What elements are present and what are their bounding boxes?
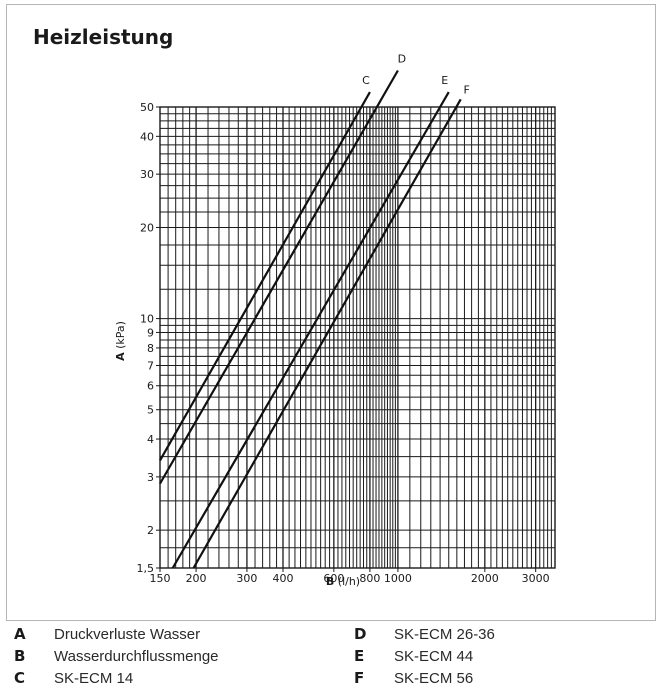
x-tick-label: 2000 — [471, 572, 499, 585]
series-line-f — [192, 98, 462, 569]
legend-key: D — [354, 625, 367, 643]
x-tick-label: 600 — [323, 572, 344, 585]
legend-key: F — [354, 669, 365, 687]
series-label-d: D — [398, 53, 406, 66]
legend-item-c: C SK-ECM 14 — [14, 669, 133, 687]
y-tick-label: 20 — [140, 221, 154, 234]
y-axis: 1,5 2 3 4 5 6 7 8 910 20 30 40 50 — [137, 101, 160, 575]
x-axis-title: B (l/h) — [326, 575, 360, 588]
y-tick-label: 30 — [140, 168, 154, 181]
series-curves: C D E F — [159, 53, 470, 569]
x-tick-label: 200 — [186, 572, 207, 585]
y-tick-label: 9 — [147, 326, 154, 339]
legend-text: Wasserdurchflussmenge — [54, 648, 219, 665]
x-tick-label: 3000 — [522, 572, 550, 585]
y-tick-label: 10 — [140, 313, 154, 326]
legend-text: SK-ECM 14 — [54, 670, 134, 687]
legend-text: Druckverluste Wasser — [54, 626, 201, 643]
y-tick-label: 7 — [147, 359, 154, 372]
legend-item-e: E SK-ECM 44 — [354, 647, 473, 665]
y-axis-title: A (kPa) — [114, 321, 127, 361]
legend-item-a: A Druckverluste Wasser — [14, 625, 200, 643]
legend-text: SK-ECM 56 — [394, 670, 474, 687]
x-tick-label: 800 — [359, 572, 380, 585]
series-label-f: F — [464, 83, 470, 96]
legend-key: A — [14, 625, 26, 643]
y-tick-label: 50 — [140, 101, 154, 114]
chart-grid — [160, 107, 555, 568]
y-tick-label: 3 — [147, 471, 154, 484]
legend-text: SK-ECM 44 — [394, 648, 474, 665]
series-line-e — [171, 91, 450, 569]
x-tick-label: 150 — [150, 572, 171, 585]
legend-item-d: D SK-ECM 26-36 — [354, 625, 495, 643]
legend-item-f: F SK-ECM 56 — [354, 669, 473, 687]
legend-key: C — [14, 669, 26, 687]
y-tick-label: 8 — [147, 342, 154, 355]
series-label-c: C — [362, 74, 370, 87]
page-title: Heizleistung — [33, 25, 174, 49]
series-line-d — [159, 69, 399, 485]
plot-border — [159, 106, 556, 569]
y-tick-label: 40 — [140, 130, 154, 143]
y-tick-label: 1,5 — [137, 562, 155, 575]
axis-titles: B (l/h) A (kPa) — [114, 321, 360, 588]
x-tick-label: 300 — [236, 572, 257, 585]
legend-text: SK-ECM 26-36 — [394, 626, 495, 643]
series-label-e: E — [441, 74, 448, 87]
plot-area — [159, 106, 556, 569]
legend-item-b: B Wasserdurchflussmenge — [14, 647, 219, 665]
legend-key: B — [14, 647, 26, 665]
y-tick-label: 6 — [147, 380, 154, 393]
y-tick-label: 4 — [147, 433, 154, 446]
series-line-c — [159, 91, 371, 461]
x-axis: 150 200 300 400 600 800 1000 2000 3000 — [150, 568, 550, 585]
y-tick-label: 2 — [147, 524, 154, 537]
y-tick-label: 5 — [147, 404, 154, 417]
legend-key: E — [354, 647, 365, 665]
x-tick-label: 1000 — [384, 572, 412, 585]
x-tick-label: 400 — [272, 572, 293, 585]
